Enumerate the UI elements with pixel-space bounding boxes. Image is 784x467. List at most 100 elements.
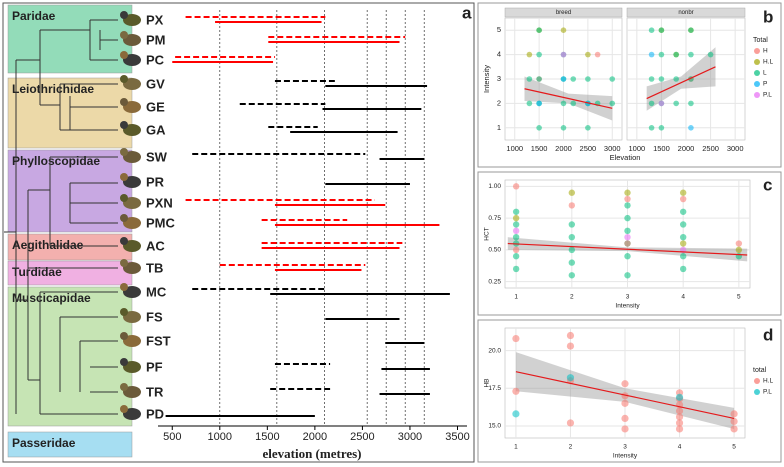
bird-icon-head [120,11,128,19]
bird-icon-head [120,98,128,106]
bird-icon-head [120,237,128,245]
point [536,76,542,82]
point [679,265,687,273]
point [730,425,738,433]
bird-icon-head [120,194,128,202]
point [688,125,694,131]
point [560,76,567,82]
plots: PX PM PC GV GE GA SW PR PXN PMC AC TB MC FS FST PF TR PD 5… [120,3,774,461]
x-tick-label: 4 [681,294,685,301]
species-code: PD [146,406,164,421]
point [624,240,631,247]
point [609,100,616,107]
x-tick-label: 1500 [255,431,279,443]
species-code: FST [146,333,171,348]
point [679,240,687,247]
point [648,27,655,33]
bird-icon [123,240,141,252]
x-tick-label: 2000 [678,144,695,153]
bird-icon [123,335,141,347]
point [512,183,520,190]
x-tick-label: 2500 [702,144,719,153]
point [570,76,577,82]
bird-icon-head [120,332,128,340]
y-tick-label: 4 [497,50,501,59]
bird-icon-head [120,173,128,181]
point [621,425,629,433]
facet-label: breed [556,10,571,16]
point [730,417,738,426]
bird-icon [123,311,141,323]
legend-swatch [754,378,760,384]
bird-icon [123,262,141,274]
point [621,380,629,388]
point [673,51,679,58]
x-tick-label: 2500 [580,144,597,153]
y-axis-title: Intensity [482,65,491,93]
point [679,233,687,241]
bird-icon-head [120,283,128,291]
bird-icon [123,78,141,90]
family-boxes: Paridae Leiothrichidae Phylloscopidae Aegit… [7,4,133,458]
species-code: TR [146,384,164,399]
family-box [7,4,133,74]
species-code: PF [146,359,163,374]
species-code: AC [146,238,165,253]
point [730,410,738,418]
y-axis-title: HB [484,378,491,387]
point [512,208,520,215]
legend-swatch [754,389,760,395]
y-tick-label: 1 [497,123,501,132]
trend-line [646,66,716,100]
point [624,233,631,241]
point [566,374,575,382]
facet-strip [504,7,623,18]
bird-icon-head [120,405,128,413]
x-tick-label: 3 [626,294,630,301]
point [621,392,629,400]
point [512,221,520,228]
point [568,233,576,241]
trend-line [524,88,613,109]
point [675,407,684,415]
bird-icon-head [120,31,128,39]
point [566,419,575,427]
x-tick-label: 1500 [531,144,548,153]
bird-icon [123,197,141,209]
y-tick-label: 17.5 [488,385,501,392]
bird-icon [123,34,141,46]
family-name: Phylloscopidae [12,154,100,168]
point [512,265,520,273]
panel-label: b [763,7,773,26]
point [594,51,601,58]
y-tick-label: 3 [497,74,501,83]
legend-title: total [753,367,767,374]
point [658,51,665,58]
point [568,259,576,266]
point [624,227,631,235]
x-tick-label: 3500 [445,431,469,443]
point [512,233,520,241]
x-tick-label: 2000 [555,144,572,153]
point [648,51,655,58]
species-code: PMC [146,215,176,230]
bird-icon-head [120,383,128,391]
legend-swatch [754,92,760,98]
point [568,246,576,254]
family-name: Passeridae [12,436,76,450]
point [536,100,542,107]
legend-label: H.L [763,59,774,66]
y-tick-label: 0.50 [488,247,501,254]
y-tick-label: 15.0 [488,423,501,430]
legend-swatch [754,70,760,76]
x-tick-label: 2 [570,294,574,301]
point [707,51,714,58]
x-tick-label: 3000 [727,144,744,153]
point [648,100,655,107]
bird-icon-head [120,148,128,156]
point [526,76,533,82]
point [621,414,629,423]
family-name: Turdidae [12,265,62,279]
confidence-band [646,47,716,111]
